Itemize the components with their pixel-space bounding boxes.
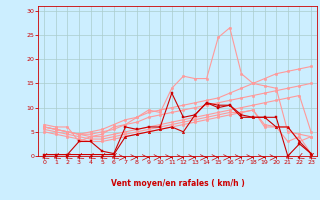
X-axis label: Vent moyen/en rafales ( km/h ): Vent moyen/en rafales ( km/h ) [111,179,244,188]
